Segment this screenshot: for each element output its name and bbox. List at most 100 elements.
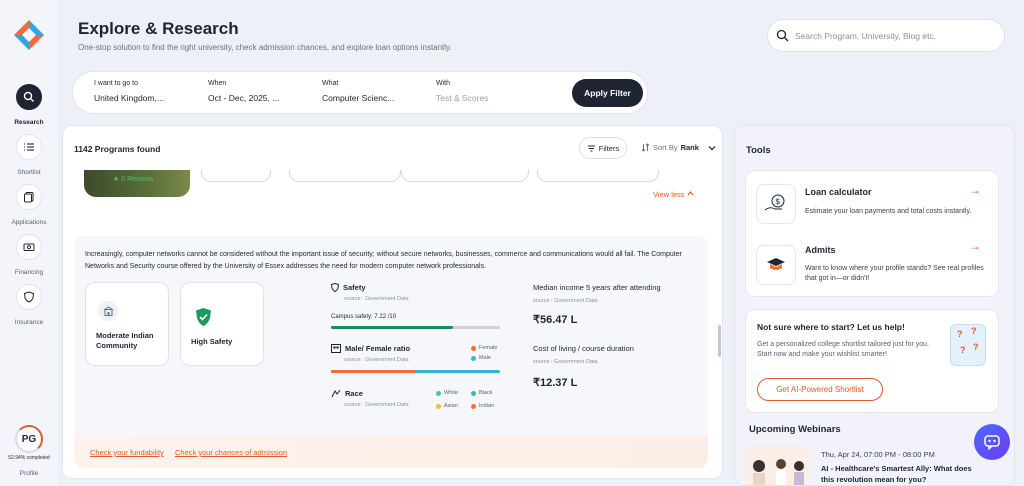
living-cost-value: ₹12.37 L (533, 377, 578, 389)
feature-label: High Safety (191, 337, 233, 346)
arrow-right-icon: → (969, 183, 981, 197)
avatar[interactable]: PG (15, 425, 43, 453)
chevron-down-icon (708, 145, 716, 150)
sidebar-item-research[interactable]: Research (0, 84, 58, 126)
question-illustration-icon: ? ? ? ? (950, 324, 986, 366)
sidebar-item-shortlist[interactable]: Shortlist (0, 134, 58, 176)
filter-label: I want to go to (94, 80, 138, 87)
ai-shortlist-button[interactable]: Get AI-Powered Shortlist (757, 378, 883, 401)
filters-button[interactable]: Filters (579, 137, 627, 159)
gender-icon (331, 344, 341, 353)
svg-text:$: $ (775, 197, 780, 206)
program-description: Increasingly, computer networks cannot b… (85, 251, 682, 270)
filter-value: Oct - Dec, 2025, ... (208, 93, 280, 103)
race-source: source : Government Data (344, 402, 409, 408)
race-icon (331, 389, 341, 398)
apply-filter-button[interactable]: Apply Filter (572, 79, 643, 107)
search-box[interactable] (767, 19, 1005, 52)
gender-bar-female (331, 370, 416, 373)
check-admission-link[interactable]: Check your chances of admission (175, 448, 288, 457)
safety-source: source : Government Data (344, 296, 409, 302)
feature-label: Moderate Indian Community (96, 331, 154, 350)
tool-desc: Estimate your loan payments and total co… (805, 208, 972, 215)
cta-strip: Check your fundability Check your chance… (74, 436, 708, 468)
destination-filter[interactable]: I want to go to United Kingdom,... (94, 80, 164, 103)
race-legend-label: White (444, 390, 459, 396)
tools-panel: Tools $ Loan calculator Estimate your lo… (734, 125, 1015, 486)
info-chip (289, 170, 401, 182)
community-icon (98, 301, 118, 321)
question-mark: ? (971, 326, 977, 336)
sidebar: Research Shortlist Applications Financin… (0, 0, 58, 486)
money-icon (16, 234, 42, 260)
chat-assistant-button[interactable] (974, 424, 1010, 460)
race-title: Race (331, 389, 363, 398)
scrollbar-thumb[interactable] (718, 325, 721, 357)
race-legend-black: Black (471, 390, 492, 396)
safety-title-text: Safety (343, 283, 366, 292)
male-legend: Male (471, 355, 491, 361)
asian-dot (436, 403, 441, 409)
admits-tool[interactable]: Admits Want to know where your profile s… (746, 235, 1000, 297)
sort-label: Sort By (653, 143, 678, 152)
sidebar-item-insurance[interactable]: Insurance (0, 284, 58, 326)
sidebar-item-label: Shortlist (17, 169, 41, 176)
sort-value: Rank (680, 143, 699, 152)
view-less-label: View less (653, 190, 685, 199)
indian-dot (471, 403, 476, 409)
sidebar-item-label: Research (14, 119, 44, 126)
white-dot (436, 390, 441, 396)
view-less-link[interactable]: View less (653, 190, 694, 199)
race-legend-indian: Indian (471, 403, 494, 409)
living-cost-source: source : Government Data (533, 359, 598, 365)
male-label: Male (479, 355, 491, 361)
male-dot (471, 355, 476, 361)
filter-icon (587, 145, 595, 151)
programs-panel: 1142 Programs found Filters Sort By Rank… (62, 125, 723, 479)
webinar-thumbnail[interactable] (745, 446, 809, 485)
female-dot (471, 345, 476, 351)
programs-count: 1142 Programs found (74, 144, 161, 154)
campus-safety-label: Campus safety: 7.22 /10 (331, 314, 397, 320)
black-dot (471, 390, 476, 396)
with-filter[interactable]: With Test & Scores (436, 80, 488, 103)
profile-completion: 52.94% completed (8, 455, 50, 461)
what-filter[interactable]: What Computer Scienc... (322, 80, 394, 103)
search-icon (776, 29, 789, 42)
race-legend-asian: Asian (436, 403, 458, 409)
sort-dropdown[interactable]: Sort By Rank (641, 143, 716, 152)
info-chip (537, 170, 659, 182)
tool-desc: Want to know where your profile stands? … (805, 265, 984, 282)
filter-label: What (322, 80, 339, 87)
sidebar-item-financing[interactable]: Financing (0, 234, 58, 276)
page-subtitle: One-stop solution to find the right univ… (78, 43, 452, 52)
info-chip (201, 170, 271, 182)
gender-source: source : Government Data (344, 357, 409, 363)
income-source: source : Government Data (533, 298, 598, 304)
profile[interactable]: PG 52.94% completed Profile (0, 425, 58, 477)
webinar-title[interactable]: AI - Healthcare's Smartest Ally: What do… (821, 464, 972, 484)
safety-title: Safety (331, 283, 366, 292)
when-filter[interactable]: When Oct - Dec, 2025, ... (208, 80, 279, 103)
promo-desc: Get a personalized college shortlist tai… (757, 341, 929, 358)
gender-ratio-title: Male/ Female ratio (331, 344, 410, 353)
race-legend-white: White (436, 390, 458, 396)
brand-logo[interactable] (12, 18, 46, 52)
race-title-text: Race (345, 389, 363, 398)
star-icon: ★ (113, 176, 122, 183)
search-input[interactable] (795, 30, 995, 41)
promo-title: Not sure where to start? Let us help! (757, 322, 905, 332)
shortlist-promo: Not sure where to start? Let us help! Ge… (745, 309, 999, 413)
tools-list: $ Loan calculator Estimate your loan pay… (745, 170, 999, 297)
tool-name: Admits (805, 245, 836, 255)
sidebar-item-applications[interactable]: Applications (0, 184, 58, 226)
loan-calculator-icon: $ (756, 184, 796, 224)
program-details: Increasingly, computer networks cannot b… (74, 236, 708, 468)
question-mark: ? (957, 329, 963, 339)
loan-calculator-tool[interactable]: $ Loan calculator Estimate your loan pay… (746, 171, 1000, 235)
webinars-title: Upcoming Webinars (749, 424, 841, 435)
documents-icon (16, 184, 42, 210)
check-fundability-link[interactable]: Check your fundability (90, 448, 164, 457)
reviews-badge[interactable]: ★ 0 Reviews (113, 175, 154, 183)
filter-bar: I want to go to United Kingdom,... When … (72, 71, 648, 114)
